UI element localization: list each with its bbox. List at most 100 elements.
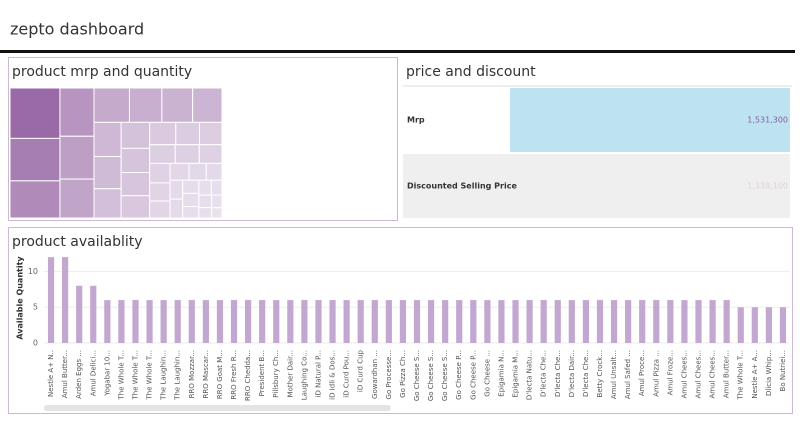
x-tick-label: Amul Froze... xyxy=(666,350,674,395)
bar xyxy=(259,300,266,343)
y-axis-title: Available Quantity xyxy=(16,256,25,340)
bar xyxy=(709,300,716,343)
bar xyxy=(132,300,139,343)
bar xyxy=(329,300,336,343)
bar xyxy=(779,307,787,343)
bar xyxy=(596,300,604,343)
x-tick-label: RRO Mozzar... xyxy=(188,350,196,398)
scrollbar[interactable] xyxy=(44,405,391,411)
x-tick-label: Go Processe... xyxy=(385,350,393,399)
x-tick-label: Betty Crock... xyxy=(596,350,604,397)
value-bar xyxy=(510,154,755,218)
value-bar xyxy=(510,88,790,152)
x-tick-label: Laughing Co... xyxy=(300,350,308,400)
treemap-cell xyxy=(210,179,223,196)
x-tick-label: Gowardhan ... xyxy=(371,350,379,399)
bar xyxy=(639,300,646,343)
treemap-cell xyxy=(149,144,176,164)
x-tick-label: Amul Chees... xyxy=(695,350,703,398)
treemap-cell xyxy=(198,194,213,209)
treemap-cell xyxy=(120,172,151,197)
bar xyxy=(287,300,294,343)
x-tick-label: Go Cheese S... xyxy=(413,350,421,401)
treemap-cell xyxy=(174,144,200,164)
x-tick-label: The Whole T... xyxy=(146,350,154,400)
x-tick-label: Amul Chees... xyxy=(709,350,717,398)
bar xyxy=(554,300,561,343)
bar xyxy=(470,300,477,343)
bar xyxy=(160,300,167,343)
x-tick-label: Nestle A+ A... xyxy=(751,350,759,399)
bar xyxy=(512,300,519,343)
x-tick-label: Go Cheese P... xyxy=(469,350,477,400)
treemap-cell xyxy=(161,87,194,123)
x-tick-label: RRO Chedda... xyxy=(244,350,252,401)
bar xyxy=(104,300,111,343)
bar xyxy=(456,300,463,343)
treemap-cell xyxy=(59,178,95,219)
bar xyxy=(62,257,69,343)
row-label: Mrp xyxy=(407,116,425,125)
bar xyxy=(751,307,758,343)
x-tick-label: Yogabar 10... xyxy=(103,350,111,397)
bar xyxy=(315,300,322,343)
bar xyxy=(399,300,407,343)
x-tick-label: iD Curd Cup xyxy=(357,349,365,392)
treemap-cell xyxy=(149,162,171,184)
treemap-cell xyxy=(128,87,163,123)
x-tick-label: Epigamia N... xyxy=(497,350,505,397)
treemap-cell xyxy=(120,147,151,174)
treemap-cell xyxy=(211,194,223,209)
treemap-cell xyxy=(182,206,200,219)
treemap-cell xyxy=(149,121,177,146)
treemap-cell xyxy=(59,87,95,137)
x-tick-label: Bo Nutriei... xyxy=(779,350,787,391)
row-label: Discounted Selling Price xyxy=(407,182,517,191)
treemap-cell xyxy=(169,162,190,181)
bar xyxy=(146,300,153,343)
bar xyxy=(484,300,491,343)
treemap-cell xyxy=(182,192,200,208)
bar xyxy=(568,300,575,343)
treemap-cell xyxy=(93,87,130,123)
x-tick-label: D'lecta Dair... xyxy=(568,350,576,397)
bar xyxy=(765,307,772,343)
x-tick-label: iD Natural P... xyxy=(314,350,322,397)
panel-title: price and discount xyxy=(406,64,536,80)
bar xyxy=(371,300,378,343)
x-tick-label: Amul Butter... xyxy=(61,350,69,398)
x-tick-label: Go Cheese P... xyxy=(455,350,463,400)
x-tick-label: The Laughin... xyxy=(174,350,182,401)
treemap-cell xyxy=(93,121,122,158)
treemap-cell xyxy=(59,135,95,180)
bar xyxy=(230,300,238,343)
bar xyxy=(625,300,632,343)
bar xyxy=(76,285,83,343)
x-tick-label: Nestle A+ N.. xyxy=(47,350,55,397)
x-tick-label: Go Cheese S... xyxy=(441,350,449,401)
x-tick-label: Amul Butter... xyxy=(723,350,731,398)
treemap-cell xyxy=(9,137,61,182)
title-divider xyxy=(0,50,795,53)
bar xyxy=(526,300,533,343)
dashboard-title: zepto dashboard xyxy=(10,20,144,39)
x-tick-label: D'lecta Che... xyxy=(540,350,548,397)
treemap-cell xyxy=(198,121,223,146)
treemap-cell xyxy=(9,87,61,139)
x-tick-label: D'lecta Che... xyxy=(554,350,562,397)
treemap-cell xyxy=(198,179,212,196)
x-tick-label: RRO Fresh R... xyxy=(230,350,238,400)
bar xyxy=(723,300,730,343)
treemap-cell xyxy=(192,87,223,123)
x-tick-label: Amul Unsalt... xyxy=(610,350,618,399)
bar xyxy=(610,300,618,343)
y-tick-label: 5 xyxy=(33,303,38,312)
x-tick-label: Amul Proce... xyxy=(638,350,646,396)
treemap-cell xyxy=(120,121,151,149)
bar xyxy=(737,307,744,343)
bar xyxy=(442,300,449,343)
treemap-cell xyxy=(188,162,207,181)
x-tick-label: RRO Goat M... xyxy=(216,350,224,399)
treemap-cell xyxy=(93,156,122,190)
